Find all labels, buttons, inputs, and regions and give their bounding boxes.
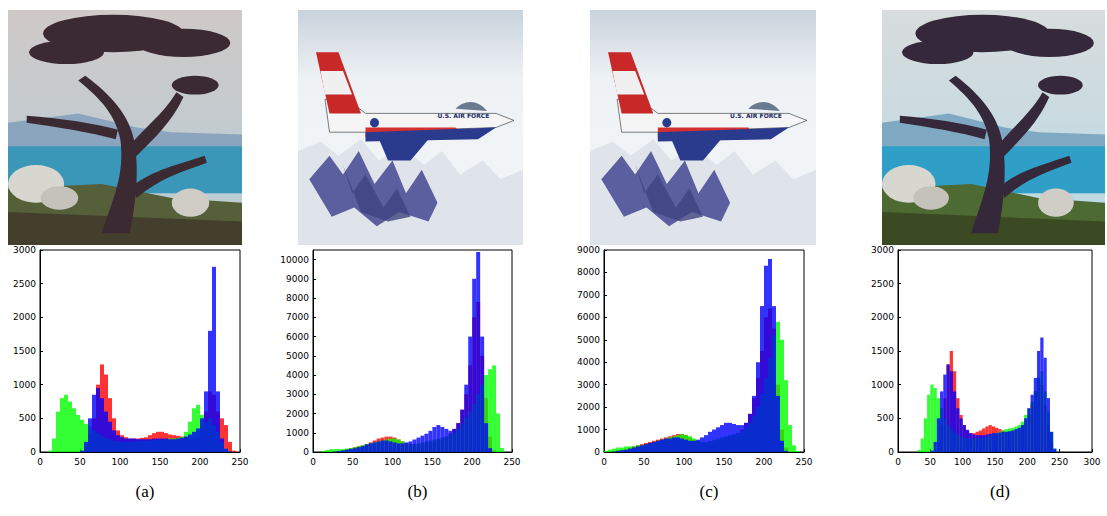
svg-text:(b): (b) xyxy=(408,482,428,501)
svg-text:(a): (a) xyxy=(136,482,155,501)
svg-text:2500: 2500 xyxy=(13,279,36,289)
svg-text:2500: 2500 xyxy=(871,279,894,289)
svg-text:2000: 2000 xyxy=(13,312,36,322)
svg-text:200: 200 xyxy=(755,457,772,467)
svg-text:7000: 7000 xyxy=(286,312,309,322)
svg-text:0: 0 xyxy=(594,447,600,457)
svg-text:2000: 2000 xyxy=(577,402,600,412)
svg-text:250: 250 xyxy=(795,457,812,467)
svg-text:8000: 8000 xyxy=(286,293,309,303)
html-text:U.S. AIR FORCE: U.S. AIR FORCE xyxy=(437,112,490,120)
svg-text:150: 150 xyxy=(986,457,1003,467)
svg-text:150: 150 xyxy=(151,457,168,467)
svg-text:200: 200 xyxy=(191,457,208,467)
svg-text:100: 100 xyxy=(954,457,971,467)
svg-text:1000: 1000 xyxy=(286,428,309,438)
svg-text:0: 0 xyxy=(310,457,316,467)
svg-text:5000: 5000 xyxy=(577,335,600,345)
svg-text:7000: 7000 xyxy=(577,290,600,300)
svg-text:1000: 1000 xyxy=(577,425,600,435)
svg-text:150: 150 xyxy=(715,457,732,467)
svg-text:8000: 8000 xyxy=(577,267,600,277)
svg-text:4000: 4000 xyxy=(577,357,600,367)
svg-text:100: 100 xyxy=(675,457,692,467)
svg-text:100: 100 xyxy=(384,457,401,467)
svg-text:(d): (d) xyxy=(990,482,1010,501)
svg-text:50: 50 xyxy=(638,457,650,467)
svg-text:0: 0 xyxy=(888,447,894,457)
svg-text:3000: 3000 xyxy=(13,245,36,255)
svg-text:2000: 2000 xyxy=(286,409,309,419)
svg-text:1000: 1000 xyxy=(871,380,894,390)
svg-text:250: 250 xyxy=(1051,457,1068,467)
svg-text:0: 0 xyxy=(895,457,901,467)
svg-text:6000: 6000 xyxy=(286,332,309,342)
svg-text:9000: 9000 xyxy=(286,274,309,284)
svg-text:0: 0 xyxy=(601,457,607,467)
svg-text:500: 500 xyxy=(877,413,894,423)
svg-text:3000: 3000 xyxy=(577,380,600,390)
svg-text:300: 300 xyxy=(1083,457,1100,467)
svg-text:5000: 5000 xyxy=(286,351,309,361)
svg-text:50: 50 xyxy=(347,457,359,467)
svg-text:0: 0 xyxy=(37,457,43,467)
svg-text:1000: 1000 xyxy=(13,380,36,390)
svg-text:50: 50 xyxy=(925,457,937,467)
svg-text:3000: 3000 xyxy=(286,389,309,399)
html-text:U.S. AIR FORCE: U.S. AIR FORCE xyxy=(730,112,782,120)
svg-text:(c): (c) xyxy=(700,482,719,501)
svg-text:100: 100 xyxy=(111,457,128,467)
svg-text:200: 200 xyxy=(1019,457,1036,467)
svg-text:250: 250 xyxy=(503,457,520,467)
svg-text:50: 50 xyxy=(74,457,86,467)
svg-text:4000: 4000 xyxy=(286,370,309,380)
svg-text:200: 200 xyxy=(464,457,481,467)
svg-text:150: 150 xyxy=(424,457,441,467)
svg-text:500: 500 xyxy=(19,413,36,423)
svg-text:250: 250 xyxy=(231,457,248,467)
svg-text:6000: 6000 xyxy=(577,312,600,322)
svg-text:0: 0 xyxy=(30,447,36,457)
svg-text:9000: 9000 xyxy=(577,245,600,255)
svg-text:3000: 3000 xyxy=(871,245,894,255)
svg-text:1500: 1500 xyxy=(871,346,894,356)
svg-text:1500: 1500 xyxy=(13,346,36,356)
svg-text:0: 0 xyxy=(303,447,309,457)
svg-text:2000: 2000 xyxy=(871,312,894,322)
svg-text:10000: 10000 xyxy=(280,255,309,265)
